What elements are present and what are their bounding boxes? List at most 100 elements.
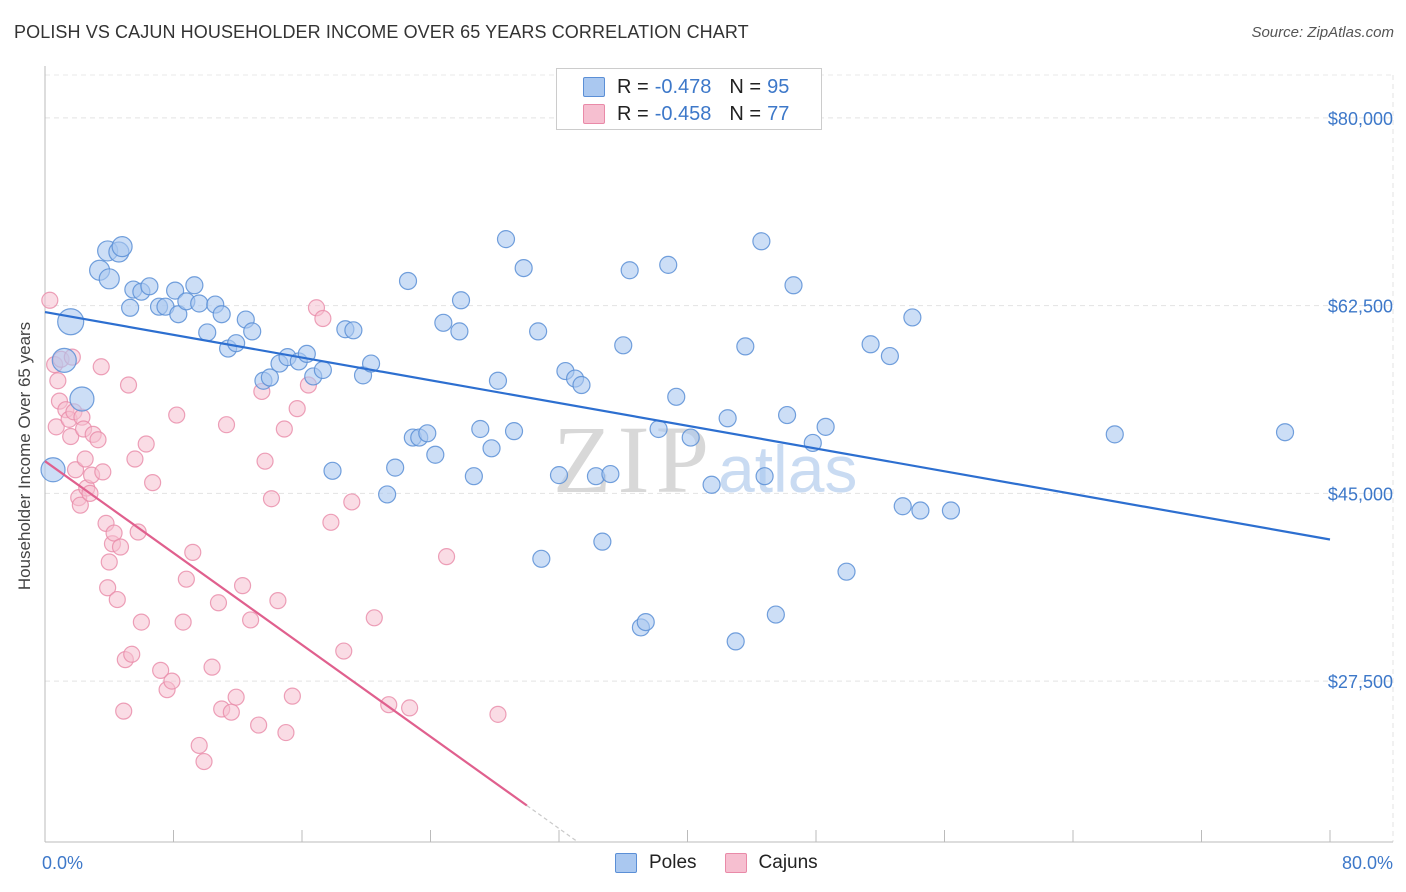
poles-point — [726, 632, 745, 651]
poles-point — [243, 322, 262, 341]
poles-point — [227, 334, 246, 353]
poles-swatch — [615, 853, 637, 873]
cajuns-point — [437, 548, 456, 566]
poles-point — [190, 294, 209, 313]
watermark: ZIP atlas — [553, 406, 857, 513]
legend-n-value-poles: 95 — [767, 75, 790, 98]
y-tick-label: $45,000 — [1328, 484, 1393, 504]
cajuns-point — [174, 613, 192, 631]
poles-point — [140, 277, 159, 296]
cajuns-point — [41, 291, 59, 309]
cajuns-point — [203, 658, 221, 676]
poles-point — [766, 605, 785, 624]
legend-r-value-cajuns: -0.458 — [654, 102, 712, 125]
poles-point — [514, 258, 533, 278]
chart-title: POLISH VS CAJUN HOUSEHOLDER INCOME OVER … — [14, 22, 749, 42]
legend-r-label: R = — [617, 102, 649, 125]
poles-point — [649, 419, 668, 439]
cajuns-point — [401, 699, 419, 717]
poles-point — [620, 261, 639, 280]
cajuns-point — [100, 553, 118, 571]
cajuns-trend-line — [44, 460, 528, 807]
x-tick-label-max: 80.0% — [1342, 853, 1393, 873]
cajuns-point — [111, 538, 130, 556]
poles-point — [471, 419, 490, 439]
poles-point — [777, 405, 797, 425]
legend-item-poles[interactable]: Poles — [615, 852, 697, 874]
poles-point — [323, 461, 342, 480]
poles-point — [386, 458, 405, 477]
cajuns-point — [250, 716, 268, 734]
poles-point — [532, 549, 551, 568]
poles-point — [51, 347, 77, 373]
legend-n-label: N = — [729, 102, 762, 125]
cajuns-point — [92, 358, 110, 376]
poles-point — [601, 464, 620, 484]
poles-point — [837, 562, 856, 581]
poles-point — [572, 375, 591, 395]
cajuns-point — [365, 609, 383, 627]
poles-point — [464, 467, 483, 486]
cajuns-point — [195, 752, 213, 771]
poles-point — [903, 308, 922, 327]
poles-point — [529, 322, 548, 341]
cajuns-point — [177, 570, 195, 588]
cajuns-point — [47, 418, 65, 436]
poles-point — [667, 387, 686, 406]
poles-point — [361, 354, 381, 373]
y-tick-label: $27,500 — [1328, 672, 1393, 692]
poles-point — [893, 497, 912, 516]
cajuns-point — [144, 474, 162, 492]
cajuns-point — [62, 427, 80, 446]
poles-point — [57, 308, 85, 336]
cajuns-point — [115, 702, 133, 720]
poles-point — [681, 428, 700, 447]
poles-point — [260, 368, 279, 387]
cajuns-point — [168, 406, 186, 424]
cajuns-point — [269, 592, 287, 610]
poles-point — [40, 457, 66, 483]
poles-point — [398, 271, 418, 291]
cajuns-point — [89, 431, 107, 449]
poles-point — [941, 501, 961, 520]
cajuns-point — [184, 543, 202, 561]
poles-point — [378, 485, 397, 504]
legend-label-poles: Poles — [649, 852, 697, 873]
poles-point — [718, 409, 737, 428]
poles-point — [614, 336, 633, 355]
poles-point — [426, 445, 445, 464]
poles-point — [1275, 423, 1295, 442]
poles-point — [736, 337, 755, 356]
poles-point — [418, 424, 437, 443]
cajuns-point — [126, 450, 144, 468]
poles-point — [784, 276, 803, 295]
cajuns-point — [343, 493, 361, 511]
cajuns-point — [66, 461, 85, 479]
legend-row-poles: R = -0.478 N = 95 — [583, 74, 789, 100]
poles-point — [752, 232, 771, 251]
cajuns-trend-extension — [526, 805, 579, 843]
trend-lines — [44, 310, 1331, 843]
poles-point — [755, 467, 774, 486]
legend-r-label: R = — [617, 75, 649, 98]
cajuns-point — [314, 309, 332, 328]
correlation-legend: R = -0.478 N = 95 R = -0.458 N = 77 — [556, 68, 822, 130]
y-axis-label: Householder Income Over 65 years — [15, 322, 34, 590]
poles-point — [198, 323, 217, 342]
cajuns-point — [137, 435, 155, 453]
cajuns-point — [217, 416, 236, 434]
gridlines — [45, 74, 1394, 842]
poles-point — [593, 532, 612, 551]
poles-point — [816, 417, 835, 436]
poles-point — [702, 475, 721, 494]
legend-r-value-poles: -0.478 — [654, 75, 712, 98]
poles-point — [861, 335, 880, 354]
poles-point — [450, 322, 469, 341]
poles-points — [40, 230, 1295, 651]
source-label: Source: ZipAtlas.com — [1251, 24, 1394, 41]
poles-point — [185, 276, 204, 295]
legend-item-cajuns[interactable]: Cajuns — [724, 852, 818, 874]
series-legend: Poles Cajuns — [615, 852, 846, 874]
cajuns-point — [99, 579, 117, 597]
